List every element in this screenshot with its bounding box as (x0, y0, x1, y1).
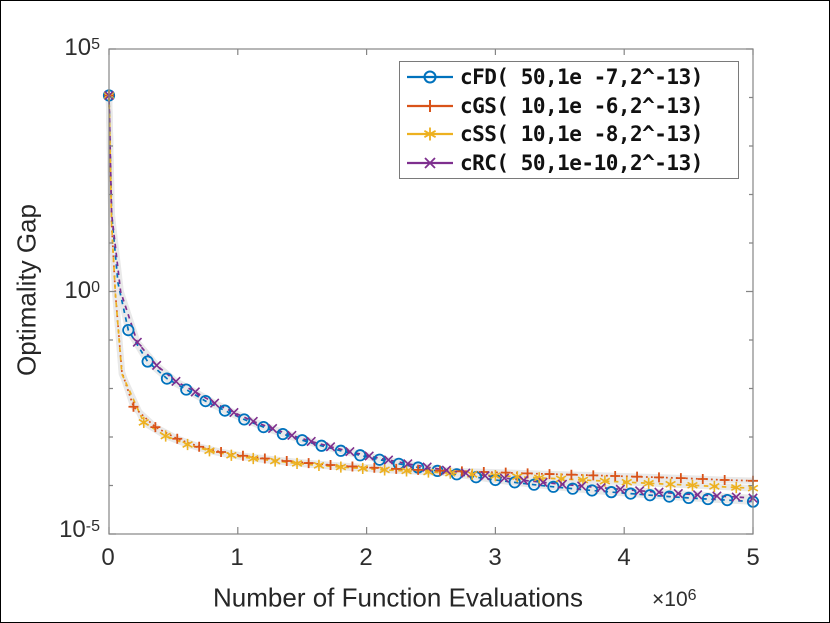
legend-label-css: cSS( 10,1e -8,2^-13) (460, 122, 703, 147)
legend-sample-css-asterisk-icon (407, 127, 453, 141)
x-tick-2: 2 (359, 544, 373, 571)
y-tick-1e0: 100 (64, 276, 100, 304)
legend-sample-cgs-plus-icon (407, 99, 453, 112)
x-tick-3: 3 (488, 544, 502, 571)
y-tick-1e5: 105 (64, 33, 100, 61)
legend-label-cfd: cFD( 50,1e -7,2^-13) (460, 65, 703, 90)
legend-entry-crc: cRC( 50,1e-10,2^-13) (404, 149, 738, 176)
y-axis-label: Optimality Gap (11, 204, 42, 376)
legend-sample-crc-x-icon (407, 157, 453, 169)
x-tick-1: 1 (230, 544, 244, 571)
legend-entry-cgs: cGS( 10,1e -6,2^-13) (404, 92, 738, 119)
legend-entry-cfd: cFD( 50,1e -7,2^-13) (404, 64, 738, 91)
x-axis-multiplier: ×106 (652, 587, 697, 611)
x-tick-0: 0 (101, 544, 115, 571)
legend-box: cFD( 50,1e -7,2^-13) cGS( 10,1e -6,2^-13… (399, 61, 739, 179)
y-tick-1e-5: 10-5 (59, 515, 100, 543)
legend-entry-css: cSS( 10,1e -8,2^-13) (404, 121, 738, 148)
x-axis-label: Number of Function Evaluations (213, 582, 583, 613)
x-tick-5: 5 (746, 544, 760, 571)
legend-label-cgs: cGS( 10,1e -6,2^-13) (460, 93, 703, 118)
x-tick-4: 4 (617, 544, 631, 571)
legend-sample-cfd-circle-icon (407, 70, 453, 84)
legend-label-crc: cRC( 50,1e-10,2^-13) (460, 150, 703, 175)
